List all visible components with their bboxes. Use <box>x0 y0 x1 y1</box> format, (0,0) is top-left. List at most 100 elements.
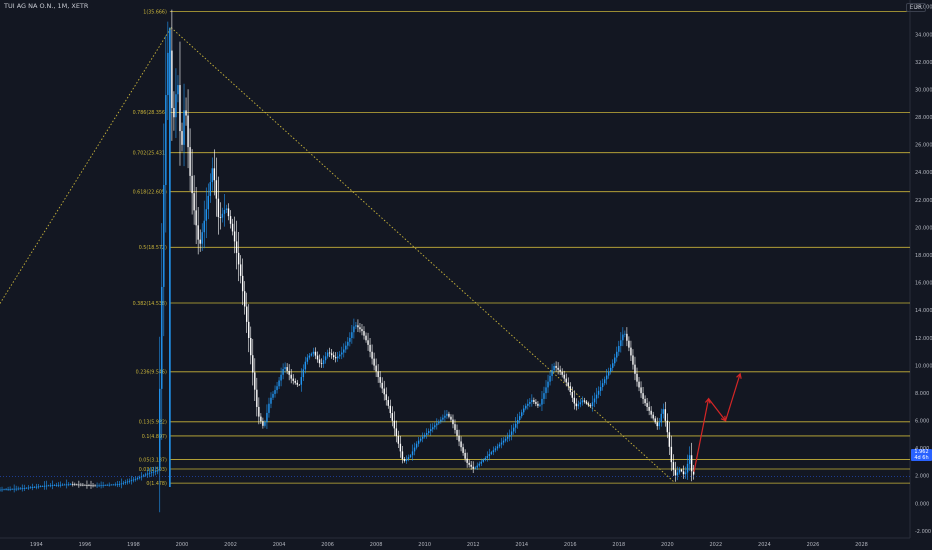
candle-body <box>502 440 505 443</box>
candle-body <box>124 482 127 484</box>
candle-body <box>547 381 549 388</box>
candle-body <box>330 353 333 356</box>
candle-body <box>98 485 100 487</box>
candle-body <box>308 355 311 358</box>
candle-body <box>339 354 341 357</box>
candle-body <box>161 286 163 389</box>
projection-arrowhead <box>736 372 742 379</box>
candle-body <box>597 390 600 395</box>
candle-body <box>494 448 497 451</box>
candle-body <box>292 378 294 381</box>
candle-body <box>118 484 121 485</box>
candle-body <box>74 484 76 486</box>
candle-body <box>407 457 410 460</box>
candle-body <box>136 478 139 479</box>
candle-body <box>670 446 673 463</box>
projection-arrows[interactable] <box>693 372 742 472</box>
candle-body <box>367 340 369 345</box>
candle-body <box>553 365 555 371</box>
candle-body <box>217 198 220 218</box>
x-tick-label: 2010 <box>418 542 431 548</box>
candle-body <box>35 486 38 488</box>
bar-countdown: 4d 6h <box>914 455 929 461</box>
candle-body <box>328 352 331 354</box>
candle-body <box>585 401 588 404</box>
candle-body <box>134 478 137 480</box>
candle-body <box>567 382 569 387</box>
candle-body <box>11 488 13 490</box>
candle-body <box>371 351 373 359</box>
candle-body <box>25 487 27 489</box>
candle-body <box>278 380 280 387</box>
fib-level-label: 0.05(3.187) <box>139 457 167 463</box>
candle-body <box>478 463 480 466</box>
candle-body <box>369 344 371 352</box>
candle-body <box>446 413 448 416</box>
candle-body <box>381 382 383 389</box>
candle-body <box>361 329 363 332</box>
x-tick-label: 1998 <box>127 542 140 548</box>
candle-body <box>288 370 290 375</box>
y-tick-label: 26.000 <box>915 143 932 149</box>
x-tick-label: 2022 <box>709 542 722 548</box>
candle-body <box>444 415 446 418</box>
candle-body <box>27 487 30 489</box>
candle-body <box>320 363 323 365</box>
candle-body <box>13 488 15 490</box>
candle-body <box>640 387 642 394</box>
candle-body <box>337 356 339 359</box>
fibonacci-retracement[interactable]: 1(35.666) 0.786(28.356) 0.702(25.431) 0.618… <box>133 9 910 487</box>
projection-segment <box>725 373 741 421</box>
candle-body <box>516 419 519 424</box>
currency-label[interactable]: EUR <box>905 3 926 12</box>
symbol-title[interactable]: TUI AG NA O.N., 1M, XETR <box>4 2 89 10</box>
candle-body <box>264 422 266 426</box>
candle-body <box>215 180 218 199</box>
candle-body <box>41 486 44 487</box>
candle-body <box>332 355 335 358</box>
candle-body <box>334 357 337 359</box>
candle-body <box>636 373 638 382</box>
candle-body <box>72 484 74 485</box>
candle-body <box>527 403 529 406</box>
time-axis[interactable]: 1994 1996 1998 2000 2002 2004 2006 2008 2010 2012… <box>30 542 868 548</box>
candle-body <box>211 168 214 183</box>
candle-body <box>486 455 489 458</box>
candle-body <box>622 334 624 341</box>
candle-body <box>387 400 389 406</box>
y-tick-label: 28.000 <box>915 115 932 121</box>
candle-body <box>248 321 250 338</box>
candle-body <box>403 459 406 461</box>
candle-body <box>415 443 418 448</box>
candle-body <box>33 486 36 488</box>
trendline <box>170 27 674 482</box>
candle-body <box>43 485 46 487</box>
candle-body <box>189 147 191 176</box>
candle-body <box>644 398 646 404</box>
x-tick-label: 1994 <box>30 542 43 548</box>
candle-body <box>474 467 476 469</box>
candle-body <box>108 484 110 486</box>
candle-body <box>233 231 236 242</box>
candle-body <box>39 486 42 488</box>
trendlines[interactable] <box>0 27 674 482</box>
candle-body <box>438 421 440 424</box>
candle-body <box>519 416 521 420</box>
candle-body <box>353 326 355 333</box>
candle-body <box>605 375 608 380</box>
candle-body <box>434 425 436 428</box>
y-tick-label: 8.000 <box>915 391 929 397</box>
candle-body <box>379 377 381 383</box>
candle-body <box>583 400 586 402</box>
x-tick-label: 2012 <box>467 542 480 548</box>
candle-body <box>569 386 571 393</box>
candle-body <box>112 484 114 486</box>
candle-body <box>612 363 614 368</box>
candle-body <box>284 367 286 370</box>
candle-body <box>296 382 298 385</box>
y-tick-label: 24.000 <box>915 170 932 176</box>
candle-body <box>648 406 650 411</box>
candle-body <box>355 325 357 327</box>
candle-body <box>341 352 343 355</box>
